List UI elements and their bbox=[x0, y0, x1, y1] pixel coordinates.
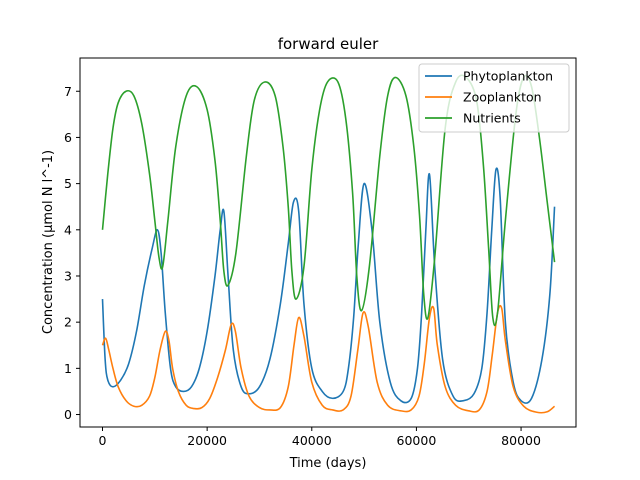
series-line-phytoplankton bbox=[101, 167, 556, 404]
y-tick-label: 7 bbox=[64, 84, 72, 99]
legend-label-phytoplankton: Phytoplankton bbox=[463, 69, 553, 84]
y-tick-label: 2 bbox=[64, 315, 72, 330]
plot-frame bbox=[79, 57, 577, 428]
legend-label-zooplankton: Zooplankton bbox=[463, 90, 542, 105]
legend-label-nutrients: Nutrients bbox=[463, 111, 521, 126]
plot-lines bbox=[101, 74, 556, 414]
x-axis-label: Time (days) bbox=[289, 456, 367, 471]
x-tick-label: 0 bbox=[99, 433, 107, 448]
y-tick-label: 0 bbox=[64, 407, 72, 422]
x-axis: 0 20000 40000 60000 80000 bbox=[99, 427, 541, 448]
x-tick-label: 60000 bbox=[397, 433, 437, 448]
legend-box bbox=[418, 63, 570, 133]
y-tick-label: 3 bbox=[64, 268, 72, 283]
chart-title: forward euler bbox=[278, 35, 379, 53]
series-line-nutrients bbox=[101, 74, 556, 327]
y-tick-label: 6 bbox=[64, 130, 72, 145]
series-line-zooplankton bbox=[101, 304, 556, 414]
legend: Phytoplankton Zooplankton Nutrients bbox=[418, 63, 570, 133]
x-tick-label: 40000 bbox=[292, 433, 332, 448]
y-axis: 0 1 2 3 4 5 6 7 bbox=[64, 84, 80, 422]
y-tick-label: 4 bbox=[64, 222, 72, 237]
x-tick-label: 20000 bbox=[187, 433, 227, 448]
y-axis-label: Concentration (µmol N l^-1) bbox=[41, 150, 56, 334]
y-tick-label: 5 bbox=[64, 176, 72, 191]
x-tick-label: 80000 bbox=[501, 433, 541, 448]
y-tick-label: 1 bbox=[64, 361, 72, 376]
